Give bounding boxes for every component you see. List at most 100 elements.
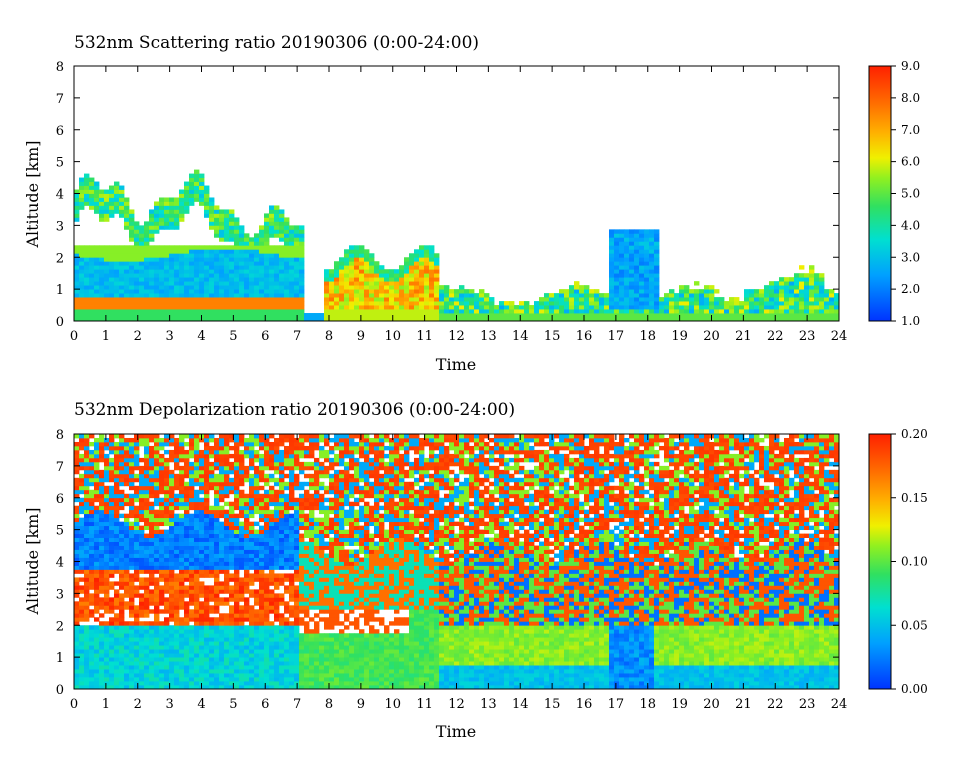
heatmap-cell xyxy=(789,309,795,314)
heatmap-cell xyxy=(629,313,635,318)
heatmap-cell xyxy=(129,289,135,294)
heatmap-cell xyxy=(189,473,195,479)
heatmap-cell xyxy=(619,277,625,282)
heatmap-cell xyxy=(284,665,290,670)
heatmap-cell xyxy=(704,285,710,290)
heatmap-cell xyxy=(244,273,250,278)
heatmap-cell xyxy=(129,549,135,554)
heatmap-cell xyxy=(414,297,420,302)
heatmap-cell xyxy=(114,505,120,511)
heatmap-cell xyxy=(154,641,160,646)
heatmap-cell xyxy=(199,181,205,186)
heatmap-cell xyxy=(174,457,180,463)
heatmap-cell xyxy=(129,653,135,658)
heatmap-cell xyxy=(274,253,280,258)
heatmap-cell xyxy=(284,605,290,610)
heatmap-cell xyxy=(229,549,235,554)
heatmap-cell xyxy=(154,437,160,443)
heatmap-cell xyxy=(429,301,435,306)
heatmap-cell xyxy=(629,261,635,266)
heatmap-cell xyxy=(154,617,160,622)
heatmap-cell xyxy=(334,269,340,274)
heatmap-cell xyxy=(134,453,140,459)
heatmap-cell xyxy=(654,277,660,282)
heatmap-cell xyxy=(109,189,115,194)
heatmap-cell xyxy=(84,629,90,634)
heatmap-cell xyxy=(264,277,270,282)
heatmap-cell xyxy=(219,457,225,463)
heatmap-cell xyxy=(824,305,830,310)
heatmap-cell xyxy=(324,273,330,278)
heatmap-cell xyxy=(124,481,130,487)
heatmap-cell xyxy=(649,241,655,246)
heatmap-cell xyxy=(89,257,95,262)
heatmap-cell xyxy=(204,197,210,202)
heatmap-cell xyxy=(189,181,195,186)
heatmap-cell xyxy=(274,313,280,318)
heatmap-cell xyxy=(744,293,750,298)
heatmap-cell xyxy=(364,293,370,298)
heatmap-cell xyxy=(644,241,650,246)
heatmap-cell xyxy=(169,525,175,531)
heatmap-cell xyxy=(74,465,80,471)
y-axis-label: Altitude [km] xyxy=(23,140,42,248)
heatmap-cell xyxy=(149,289,155,294)
heatmap-cell xyxy=(819,309,825,314)
heatmap-cell xyxy=(299,293,305,298)
heatmap-cell xyxy=(219,505,225,511)
heatmap-cell xyxy=(459,317,465,322)
heatmap-cell xyxy=(89,297,95,302)
heatmap-cell xyxy=(74,481,80,487)
heatmap-cell xyxy=(84,173,90,178)
heatmap-cell xyxy=(189,449,195,455)
heatmap-cell xyxy=(179,569,185,574)
heatmap-cell xyxy=(114,653,120,658)
heatmap-cell xyxy=(259,565,265,570)
heatmap-cell xyxy=(109,293,115,298)
heatmap-cell xyxy=(224,641,230,646)
heatmap-cell xyxy=(644,229,650,234)
heatmap-cell xyxy=(74,289,80,294)
heatmap-cell xyxy=(444,285,450,290)
heatmap-cell xyxy=(794,285,800,290)
heatmap-cell xyxy=(179,297,185,302)
heatmap-cell xyxy=(589,289,595,294)
heatmap-cell xyxy=(349,305,355,310)
heatmap-cell xyxy=(254,505,260,511)
heatmap-cell xyxy=(189,461,195,467)
heatmap-cell xyxy=(464,289,470,294)
heatmap-cell xyxy=(169,549,175,554)
heatmap-cell xyxy=(109,501,115,507)
heatmap-cell xyxy=(194,677,200,682)
heatmap-cell xyxy=(234,517,240,523)
heatmap-cell xyxy=(184,521,190,527)
heatmap-cell xyxy=(264,529,270,535)
heatmap-cell xyxy=(139,233,145,238)
heatmap-cell xyxy=(274,601,280,606)
heatmap-cell xyxy=(174,497,180,503)
heatmap-cell xyxy=(239,629,245,634)
heatmap-cell xyxy=(229,621,235,626)
heatmap-cell xyxy=(259,265,265,270)
heatmap-cell xyxy=(209,661,215,666)
heatmap-cell xyxy=(109,493,115,499)
heatmap-cell xyxy=(184,685,190,690)
heatmap-cell xyxy=(159,513,165,519)
heatmap-cell xyxy=(219,209,225,214)
heatmap-cell xyxy=(204,533,210,538)
heatmap-cell xyxy=(199,621,205,626)
heatmap-cell xyxy=(629,281,635,286)
heatmap-cell xyxy=(164,677,170,682)
heatmap-cell xyxy=(189,445,195,451)
heatmap-cell xyxy=(234,477,240,483)
heatmap-cell xyxy=(659,305,665,310)
heatmap-cell xyxy=(169,553,175,558)
heatmap-cell xyxy=(184,657,190,662)
heatmap-cell xyxy=(124,549,130,554)
heatmap-cell xyxy=(294,241,300,246)
heatmap-cell xyxy=(84,261,90,266)
heatmap-cell xyxy=(139,553,145,558)
heatmap-cell xyxy=(259,497,265,503)
heatmap-cell xyxy=(814,313,820,318)
heatmap-cell xyxy=(634,269,640,274)
